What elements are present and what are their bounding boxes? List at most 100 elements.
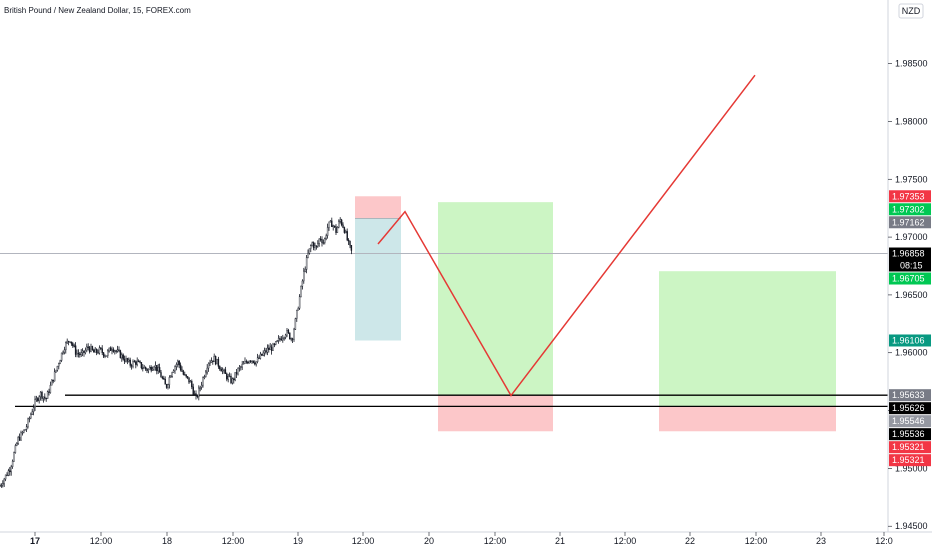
candle-body: [163, 378, 165, 380]
candle-body: [100, 347, 102, 349]
candle-body: [119, 350, 122, 359]
candle-body: [67, 340, 70, 343]
candle-body: [191, 381, 193, 388]
candle-body: [350, 244, 353, 251]
candle-body: [284, 334, 287, 338]
candle-body: [230, 375, 232, 384]
candle-body: [199, 387, 201, 389]
candle-body: [165, 384, 168, 388]
candle-body: [55, 369, 57, 373]
candle-body: [252, 360, 255, 363]
candle-body: [70, 341, 73, 344]
price-tag-box: [889, 389, 931, 402]
candle-body: [38, 396, 40, 401]
candle-body: [283, 337, 285, 339]
price-tag-box: [889, 415, 931, 428]
candle-body: [95, 348, 98, 353]
candle-body: [30, 414, 32, 419]
candle-body: [90, 346, 92, 352]
candle-body: [174, 366, 176, 371]
candle-body: [41, 391, 43, 399]
candle-body: [181, 369, 183, 372]
candle-body: [116, 349, 119, 352]
candle-body: [307, 253, 309, 258]
candle-body: [321, 239, 323, 243]
candle-body: [333, 225, 336, 227]
price-tag-label: 1.96106: [892, 335, 925, 345]
currency-label: NZD: [902, 6, 921, 16]
candle-body: [140, 362, 143, 369]
candle-body: [149, 367, 151, 370]
candle-body: [111, 349, 113, 351]
candle-body: [80, 352, 82, 355]
candle-body: [349, 240, 351, 246]
candle-body: [123, 359, 126, 362]
candle-body: [242, 363, 245, 365]
candle-body: [275, 341, 277, 345]
candle-body: [170, 376, 172, 378]
loss-zone-1: [355, 196, 401, 219]
candle-body: [331, 220, 333, 227]
currency-badge[interactable]: NZD: [898, 3, 924, 19]
candle-body: [262, 352, 264, 356]
price-tag-box: [889, 428, 931, 441]
candle-body: [146, 368, 148, 372]
candle-body: [312, 242, 315, 248]
price-tag-label: 1.95536: [892, 429, 925, 439]
candle-body: [14, 445, 17, 453]
candle-body: [143, 366, 145, 369]
candle-body: [255, 361, 257, 365]
candle-body: [276, 340, 278, 342]
candle-body: [184, 374, 186, 376]
time-tick-label: 12:00: [484, 536, 507, 546]
candle-body: [60, 352, 63, 361]
time-tick-label: 19: [293, 536, 303, 546]
candle-body: [44, 396, 46, 399]
candle-body: [31, 411, 33, 415]
candle-body: [233, 378, 235, 381]
candle-body: [237, 368, 239, 375]
candle-body: [301, 280, 304, 287]
candle-body: [196, 395, 199, 398]
candle-body: [6, 474, 8, 476]
candle-body: [35, 398, 38, 400]
candle-body: [13, 452, 15, 462]
candle-body: [245, 361, 248, 363]
candle-body: [118, 349, 120, 351]
time-tick-label: 12:0: [875, 536, 893, 546]
candle-body: [83, 350, 85, 353]
countdown-label: 08:15: [900, 261, 923, 271]
candle-body: [217, 358, 220, 367]
candle-body: [280, 338, 283, 341]
price-tag-label: 1.95633: [892, 390, 925, 400]
candle-body: [213, 356, 215, 362]
candle-body: [0, 484, 3, 487]
position-zones: [355, 196, 836, 432]
candle-body: [56, 365, 59, 371]
price-tick-label: 1.98000: [895, 116, 928, 126]
time-axis[interactable]: 17 12:00 18 12:00 19 12:00 20 12:00 21 12:00 22 12:…: [0, 531, 932, 546]
candle-body: [235, 372, 238, 375]
candle-body: [172, 370, 175, 373]
candle-body: [20, 432, 22, 441]
price-tick-label: 1.97500: [895, 174, 928, 184]
price-tick-label: 1.97000: [895, 232, 928, 242]
price-tag-label: 1.97353: [892, 191, 925, 201]
candle-body: [46, 391, 49, 399]
candle-body: [224, 369, 227, 374]
candle-body: [136, 360, 138, 365]
time-tick-label: 12:00: [614, 536, 637, 546]
candle-body: [105, 355, 108, 357]
candle-body: [107, 350, 109, 356]
candle-body: [74, 345, 77, 355]
candle-body: [296, 309, 298, 319]
candle-body: [203, 376, 206, 378]
candle-body: [195, 393, 197, 396]
candle-body: [207, 363, 210, 369]
time-tick-label: 18: [162, 536, 172, 546]
price-tag-label: 1.95626: [892, 403, 925, 413]
candle-body: [125, 358, 127, 362]
candle-body: [272, 343, 274, 351]
candle-body: [62, 352, 64, 354]
